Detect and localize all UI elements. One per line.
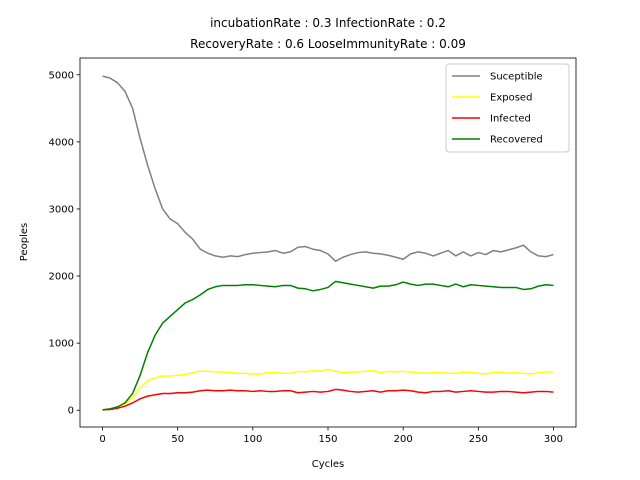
y-tick-label: 2000 — [49, 272, 74, 283]
x-tick-label: 150 — [318, 434, 337, 445]
x-tick-label: 300 — [544, 434, 563, 445]
x-tick-label: 250 — [469, 434, 488, 445]
chart-title-line-1: incubationRate : 0.3 InfectionRate : 0.2 — [210, 16, 446, 30]
legend: Suceptible Exposed Infected Recovered — [445, 63, 570, 153]
y-tick-label: 1000 — [49, 339, 74, 350]
chart-title: incubationRate : 0.3 InfectionRate : 0.2… — [190, 16, 466, 51]
x-tick-label: 100 — [243, 434, 262, 445]
series-line-infected — [102, 388, 554, 411]
y-tick-label: 5000 — [49, 70, 74, 81]
y-axis-ticks: 0 1000 2000 3000 4000 5000 — [49, 70, 80, 417]
y-tick-label: 3000 — [49, 204, 74, 215]
series-line-recovered — [102, 280, 554, 411]
x-axis-ticks: 0 50 100 150 200 250 300 — [99, 427, 563, 445]
chart-title-line-2: RecoveryRate : 0.6 LooseImmunityRate : 0… — [190, 37, 466, 51]
legend-box — [445, 63, 570, 153]
y-tick-label: 0 — [68, 406, 74, 417]
series-line-suceptible — [102, 75, 554, 263]
legend-label-suceptible: Suceptible — [490, 72, 543, 83]
y-axis-label: Peoples — [19, 223, 30, 261]
legend-label-exposed: Exposed — [490, 93, 532, 104]
series-lines — [102, 75, 554, 411]
series-line-exposed — [102, 368, 554, 411]
x-tick-label: 200 — [394, 434, 413, 445]
x-tick-label: 50 — [171, 434, 184, 445]
legend-label-recovered: Recovered — [490, 135, 543, 146]
x-axis-label: Cycles — [312, 459, 345, 470]
legend-label-infected: Infected — [490, 114, 531, 125]
y-tick-label: 4000 — [49, 137, 74, 148]
x-tick-label: 0 — [99, 434, 105, 445]
plot-frame — [79, 57, 577, 428]
